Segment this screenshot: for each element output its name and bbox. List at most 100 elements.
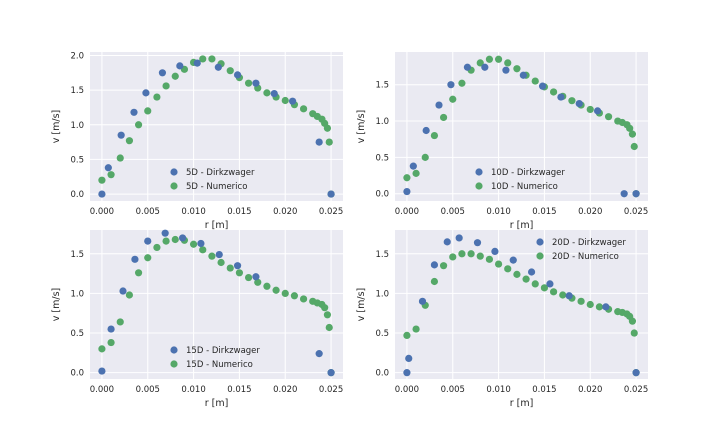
x-tick-label: 0.025 [319, 385, 343, 395]
numerico-point [323, 311, 332, 319]
x-tick-label: 0.025 [624, 207, 648, 217]
dirkzwager-point [502, 66, 510, 74]
numerico-point [439, 262, 448, 270]
legend-marker [170, 360, 178, 368]
x-tick-label: 0.005 [441, 385, 465, 395]
y-tick-label: 0.5 [375, 153, 389, 163]
numerico-point [449, 253, 457, 261]
dirkzwager-point [233, 71, 242, 79]
numerico-point [604, 113, 613, 121]
x-tick-label: 0.010 [486, 207, 510, 217]
numerico-point [134, 269, 143, 277]
legend-marker [170, 346, 178, 354]
y-tick-label: 0.5 [70, 155, 84, 165]
dirkzwager-point [473, 239, 482, 247]
numerico-point [458, 79, 466, 87]
dirkzwager-point [620, 190, 628, 198]
dirkzwager-point [455, 234, 463, 242]
subplot-4: 0.000 0.005 0.010 0.015 0.020 0.025 0.0 0.5 1.0 1… [356, 230, 648, 409]
dirkzwager-point [632, 369, 640, 377]
y-tick-label: 1.0 [70, 121, 84, 131]
y-tick-label: 1.5 [70, 86, 84, 96]
dirkzwager-point [422, 126, 430, 135]
x-tick-label: 0.000 [395, 385, 419, 395]
numerico-point [263, 282, 271, 290]
numerico-point [522, 275, 530, 283]
numerico-point [504, 59, 512, 67]
dirkzwager-point [315, 350, 323, 358]
dirkzwager-point [176, 62, 184, 70]
legend-marker [475, 168, 483, 176]
y-tick-label: 0.0 [70, 369, 84, 379]
numerico-point [549, 288, 558, 296]
dirkzwager-point [215, 250, 223, 259]
numerico-point [467, 250, 475, 258]
dirkzwager-point [435, 101, 443, 109]
numerico-point [254, 278, 262, 286]
x-tick-label: 0.000 [90, 207, 114, 217]
dirkzwager-point [632, 190, 640, 198]
numerico-point [281, 96, 289, 105]
numerico-point [403, 174, 411, 182]
dirkzwager-point [447, 81, 455, 89]
dirkzwager-point [327, 369, 335, 377]
dirkzwager-point [144, 237, 152, 245]
dirkzwager-point [98, 367, 106, 375]
numerico-point [586, 105, 594, 114]
legend-marker [536, 238, 544, 246]
subplot-2: 0.000 0.005 0.010 0.015 0.020 0.025 0.0 0.5 1.0 1… [356, 52, 648, 231]
numerico-point [586, 300, 594, 309]
numerico-point [107, 338, 115, 347]
numerico-point [272, 286, 280, 294]
dirkzwager-point [270, 89, 278, 98]
x-tick-label: 0.025 [319, 207, 343, 217]
y-axis-label: v [m/s] [356, 288, 367, 321]
dirkzwager-point [214, 63, 222, 71]
numerico-point [325, 323, 333, 332]
numerico-point [485, 55, 494, 63]
numerico-point [403, 331, 411, 340]
y-tick-label: 0.0 [375, 369, 389, 379]
numerico-point [412, 169, 420, 177]
x-tick-label: 0.020 [273, 207, 297, 217]
numerico-point [125, 137, 134, 145]
numerico-point [153, 93, 161, 101]
dirkzwager-point [418, 297, 427, 305]
x-tick-label: 0.010 [486, 385, 510, 395]
legend-marker [170, 168, 178, 176]
dirkzwager-point [405, 354, 413, 362]
numerico-point [116, 318, 124, 326]
dirkzwager-point [158, 69, 167, 77]
dirkzwager-point [565, 292, 573, 300]
x-axis-label: r [m] [510, 398, 534, 409]
legend: 15D - Dirkzwager 15D - Numerico [170, 346, 260, 370]
numerico-point [630, 142, 638, 151]
numerico-point [144, 254, 152, 262]
numerico-point [171, 235, 179, 244]
x-tick-label: 0.005 [136, 385, 160, 395]
dirkzwager-point [142, 89, 150, 97]
plot-area [90, 52, 343, 201]
numerico-point [476, 59, 484, 67]
numerico-point [439, 113, 448, 122]
dirkzwager-point [575, 100, 583, 108]
x-tick-label: 0.015 [532, 207, 556, 217]
numerico-point [630, 329, 638, 337]
y-tick-label: 1.5 [375, 250, 389, 260]
numerico-point [290, 292, 299, 300]
x-tick-label: 0.015 [227, 207, 251, 217]
legend-label: 5D - Dirkzwager [186, 168, 255, 178]
subplot-3: 0.000 0.005 0.010 0.015 0.020 0.025 0.0 0.5 1.0 1… [51, 229, 343, 409]
numerico-point [568, 97, 576, 105]
dirkzwager-point [327, 190, 335, 198]
dirkzwager-point [538, 82, 547, 90]
numerico-point [449, 95, 457, 103]
x-tick-label: 0.025 [624, 385, 648, 395]
x-tick-label: 0.000 [395, 207, 419, 217]
numerico-point [208, 55, 216, 63]
numerico-point [412, 325, 420, 333]
dirkzwager-point [193, 59, 201, 67]
numerico-point [217, 258, 225, 267]
y-tick-label: 2.0 [70, 51, 84, 61]
x-tick-label: 0.020 [578, 207, 602, 217]
